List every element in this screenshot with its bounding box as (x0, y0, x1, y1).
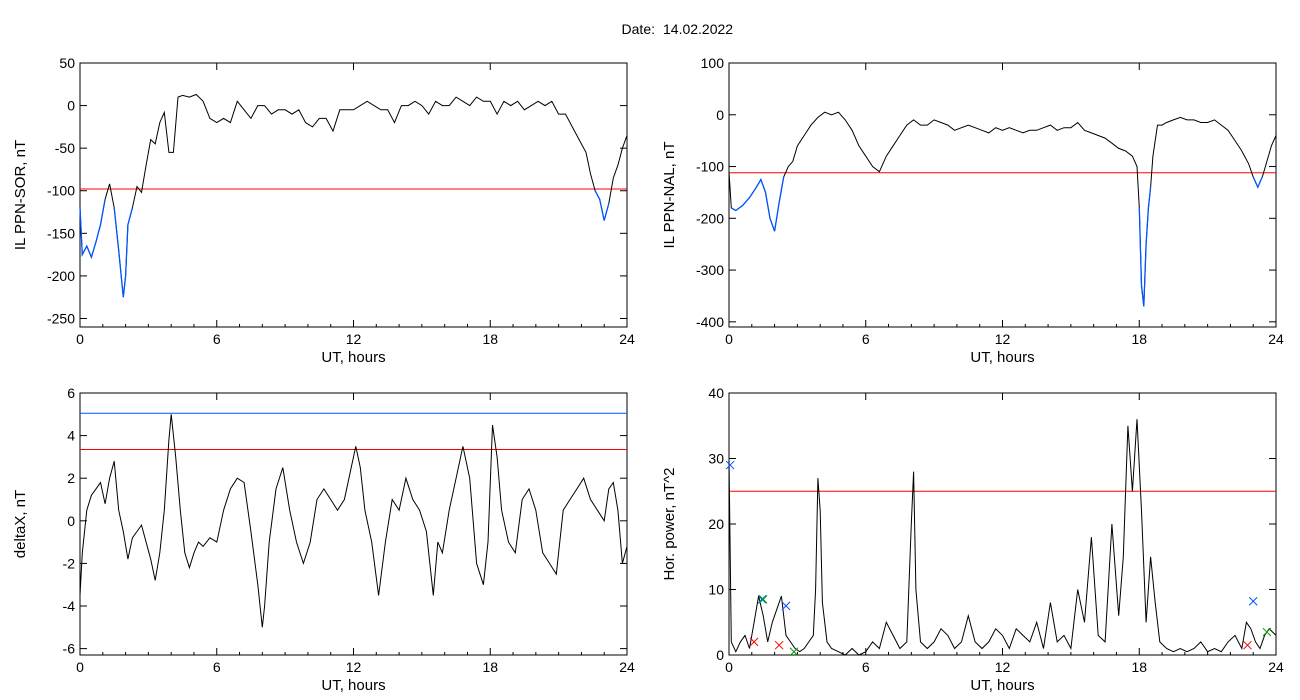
y-tick-label: 0 (716, 107, 724, 123)
y-axis-label: IL PPN-SOR, nT (12, 140, 29, 250)
x-tick-label: 6 (213, 331, 221, 347)
y-tick-label: -200 (47, 268, 75, 284)
x-axis-label: UT, hours (970, 349, 1034, 366)
y-tick-label: 0 (67, 98, 75, 114)
marker-cross-blue (757, 594, 767, 604)
y-tick-label: -250 (47, 310, 75, 326)
marker-stroke (1243, 640, 1252, 650)
x-tick-label: 0 (76, 659, 84, 675)
y-tick-label: 6 (67, 385, 75, 401)
series-highlight-below-threshold (730, 176, 785, 232)
y-tick-label: -200 (696, 210, 724, 226)
y-tick-label: 50 (59, 55, 75, 71)
plot-frame (79, 392, 628, 656)
series-highlight-below-threshold (113, 207, 134, 298)
marker-stroke (749, 637, 759, 647)
y-tick-label: -6 (63, 641, 76, 657)
plot-frame (79, 62, 628, 328)
marker-cross-blue (725, 460, 735, 470)
marker-stroke (758, 594, 768, 604)
x-tick-label: 24 (1268, 331, 1284, 347)
series-line (728, 419, 1277, 656)
marker-cross-red (774, 640, 784, 650)
y-tick-label: 0 (67, 513, 75, 529)
marker-stroke (774, 640, 784, 650)
y-tick-label: 0 (716, 647, 724, 663)
y-tick-label: -300 (696, 262, 724, 278)
series-line (79, 93, 628, 298)
x-axis-label: UT, hours (321, 677, 385, 694)
x-tick-label: 12 (995, 331, 1011, 347)
x-axis-label: UT, hours (321, 349, 385, 366)
y-tick-label: 30 (708, 451, 724, 467)
y-tick-label: -100 (696, 159, 724, 175)
x-tick-label: 24 (619, 659, 635, 675)
series-highlight-below-threshold (79, 199, 106, 260)
y-tick-label: 4 (67, 428, 75, 444)
y-tick-label: 40 (708, 385, 724, 401)
series-highlight-below-threshold (594, 190, 610, 221)
x-tick-label: 18 (1131, 331, 1147, 347)
y-tick-label: 20 (708, 516, 724, 532)
marker-cross-red (749, 637, 759, 647)
x-tick-label: 24 (1268, 659, 1284, 675)
y-tick-label: 100 (701, 55, 725, 71)
x-tick-label: 12 (346, 331, 362, 347)
y-tick-label: -400 (696, 314, 724, 330)
marker-cross-green (758, 594, 768, 604)
marker-cross-blue (781, 601, 791, 611)
y-tick-label: -150 (47, 225, 75, 241)
x-tick-label: 18 (1131, 659, 1147, 675)
x-tick-label: 12 (995, 659, 1011, 675)
marker-stroke (1262, 627, 1272, 637)
x-tick-label: 0 (725, 331, 733, 347)
plot-frame (728, 62, 1277, 328)
series-highlight-below-threshold (1252, 176, 1263, 189)
x-tick-label: 0 (725, 659, 733, 675)
x-tick-label: 6 (213, 659, 221, 675)
y-axis-label: IL PPN-NAL, nT (661, 142, 678, 249)
y-tick-label: -100 (47, 183, 75, 199)
x-tick-label: 6 (862, 659, 870, 675)
x-axis-label: UT, hours (970, 677, 1034, 694)
y-tick-label: -4 (63, 598, 76, 614)
panel-ppn-nal: 0 6 12 18 24 -400 -300 -200 -100 0 100 UT, hours IL … (661, 55, 1284, 366)
x-tick-label: 18 (482, 331, 498, 347)
series-line (79, 414, 628, 628)
series-highlight-below-threshold (1138, 187, 1152, 307)
y-axis-label: Hor. power, nT^2 (661, 468, 678, 581)
y-axis-label: deltaX, nT (12, 490, 29, 558)
marker-stroke (757, 594, 767, 604)
plot-frame (728, 392, 1277, 656)
series-line (728, 111, 1277, 307)
x-tick-label: 24 (619, 331, 635, 347)
x-tick-label: 18 (482, 659, 498, 675)
x-tick-label: 0 (76, 331, 84, 347)
marker-stroke (781, 601, 791, 611)
figure-title-prefix: Date: (622, 21, 655, 37)
y-tick-label: -50 (55, 140, 75, 156)
marker-stroke (1248, 596, 1258, 606)
marker-cross-blue (1248, 596, 1258, 606)
y-tick-label: 2 (67, 470, 75, 486)
x-tick-label: 6 (862, 331, 870, 347)
panel-ppn-sor: 0 6 12 18 24 -250 -200 -150 -100 -50 0 50 UT, hours I… (12, 55, 635, 366)
figure-title-date: 14.02.2022 (663, 21, 733, 37)
y-tick-label: 10 (708, 582, 724, 598)
marker-cross-green (789, 647, 799, 657)
y-tick-label: -2 (63, 555, 76, 571)
marker-cross-red (1243, 640, 1252, 650)
marker-stroke (789, 647, 799, 657)
marker-cross-green (1262, 627, 1272, 637)
marker-stroke (725, 460, 735, 470)
x-tick-label: 12 (346, 659, 362, 675)
panel-hor-power: 0 6 12 18 24 0 10 20 30 40 UT, hours Hor. power, nT… (661, 385, 1284, 694)
